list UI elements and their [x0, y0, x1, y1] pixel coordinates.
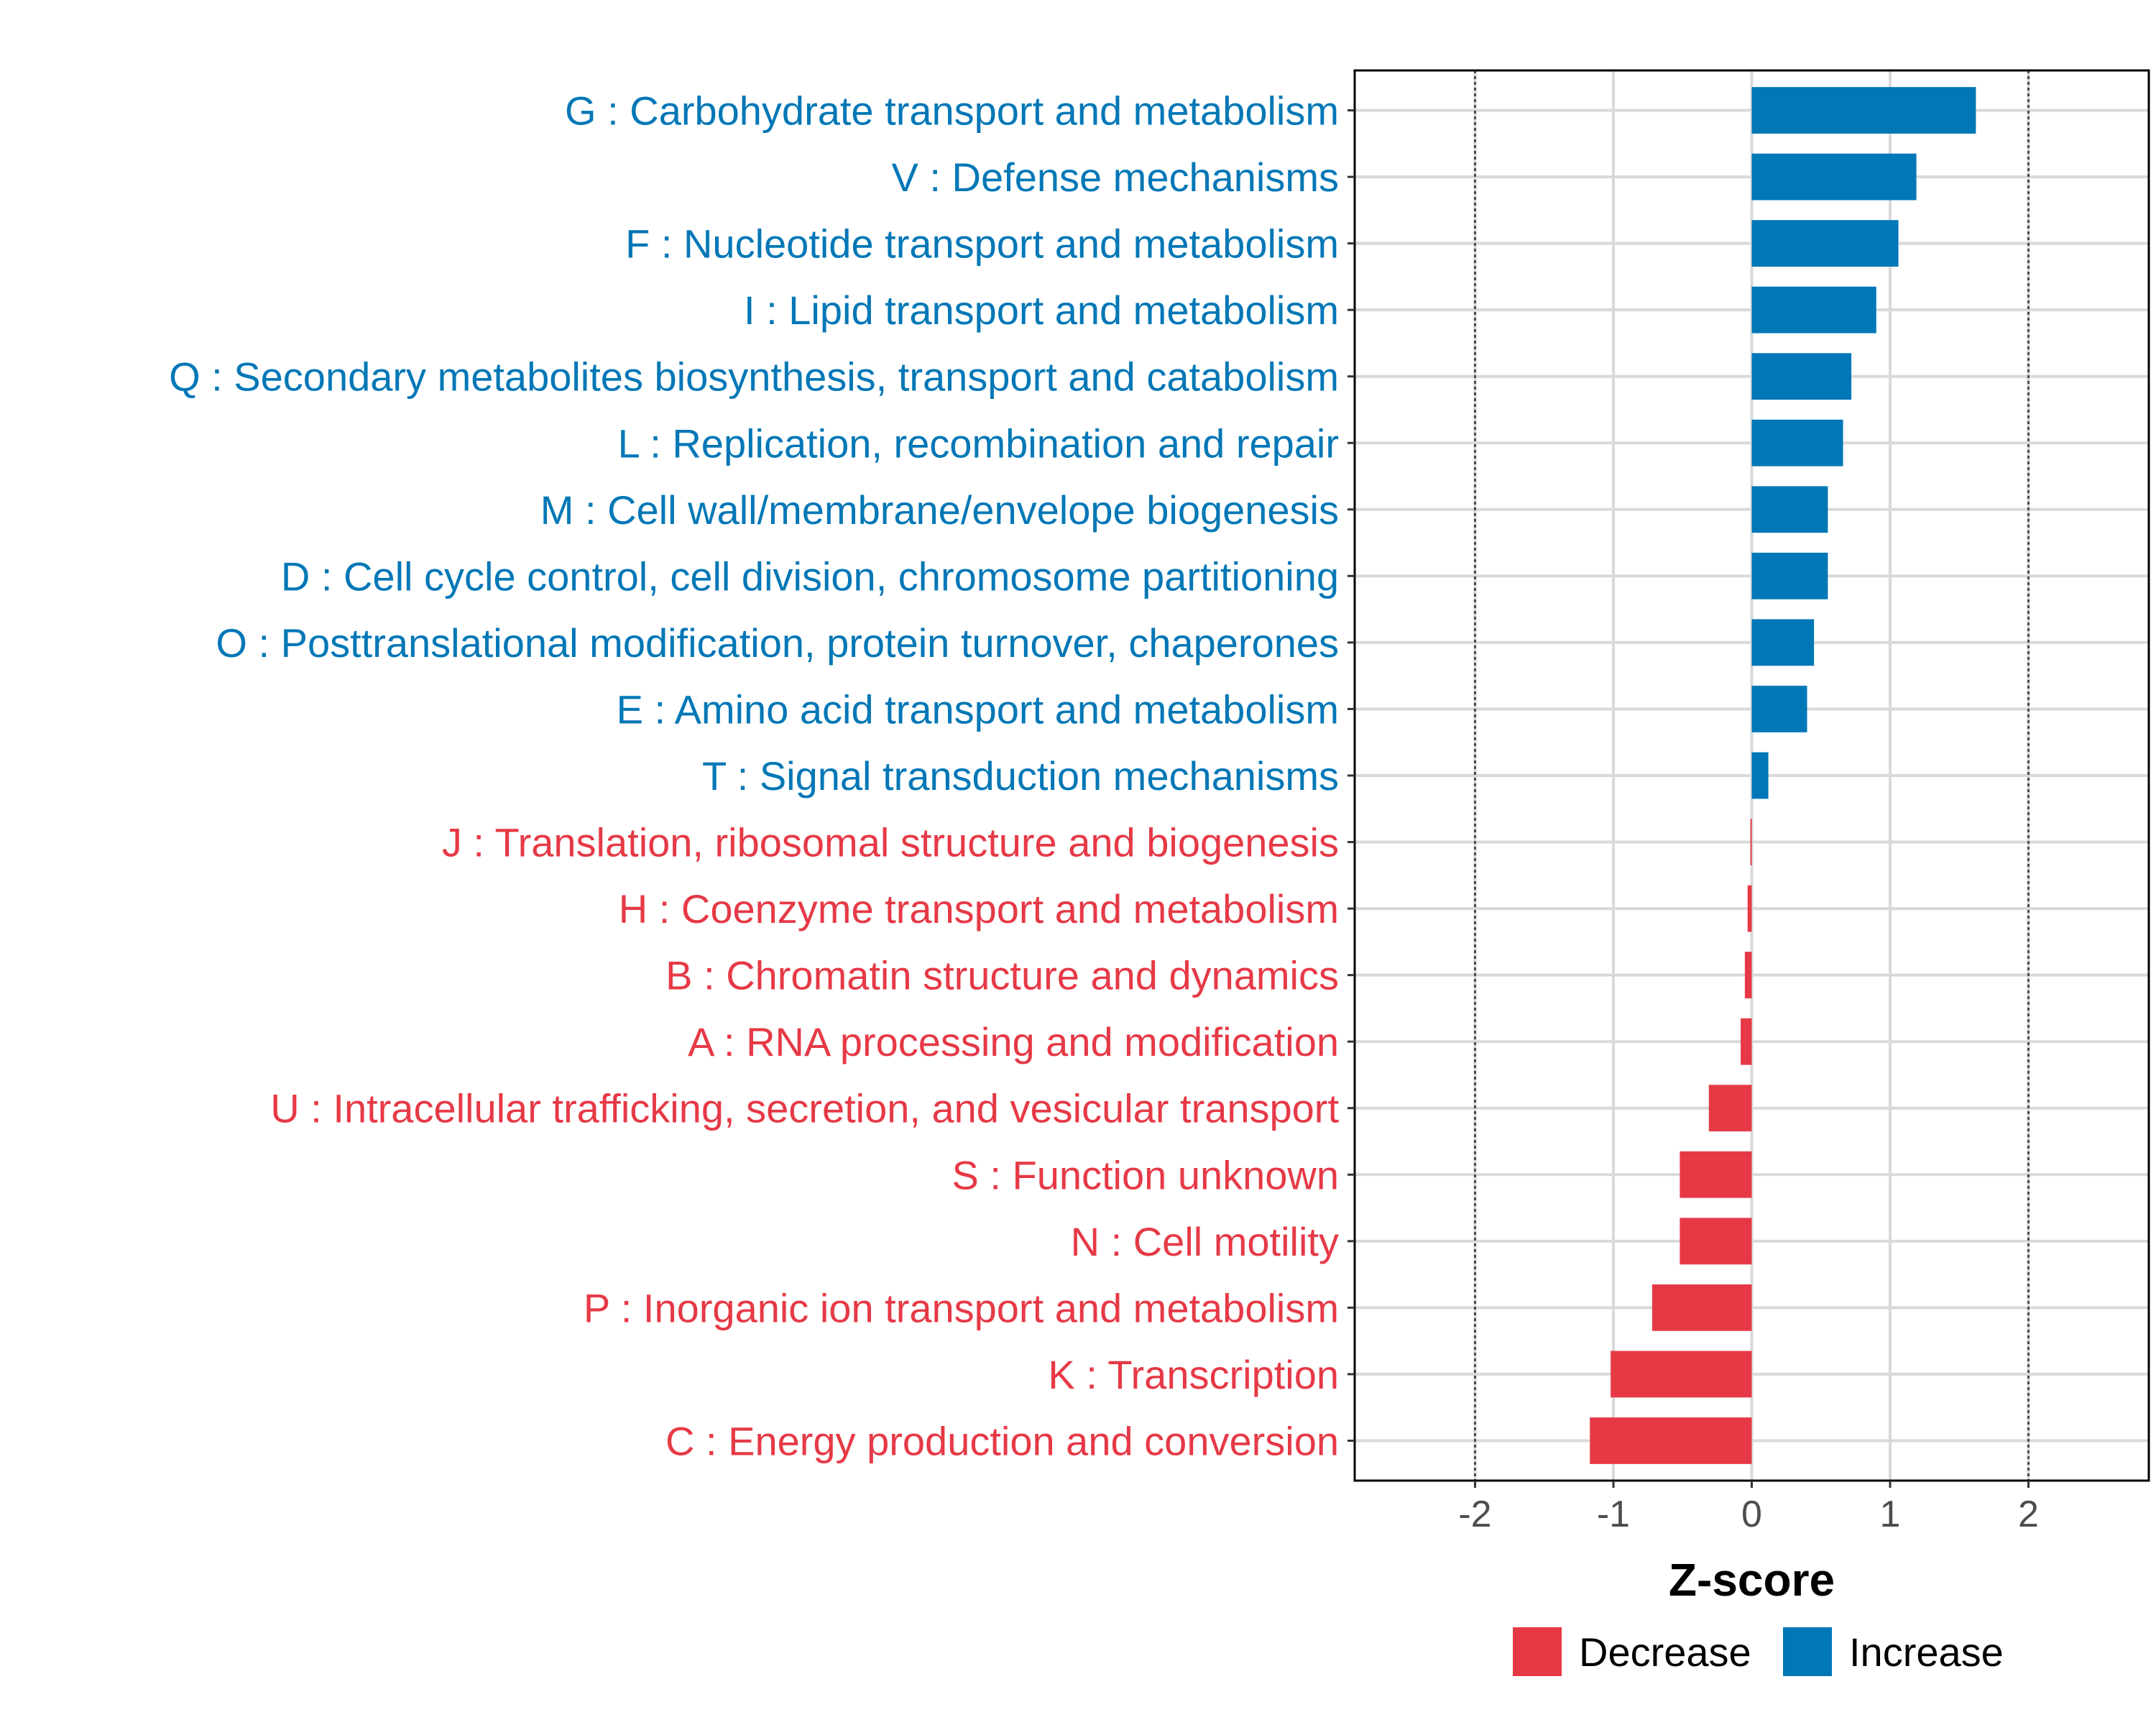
bar: [1751, 486, 1828, 533]
bar: [1590, 1417, 1752, 1464]
x-tick-label: 1: [1880, 1494, 1901, 1535]
y-tick-label: S : Function unknown: [952, 1152, 1339, 1197]
y-tick-label: L : Replication, recombination and repai…: [618, 420, 1339, 466]
y-tick-label: O : Posttranslational modification, prot…: [216, 620, 1339, 666]
y-tick-label: I : Lipid transport and metabolism: [744, 288, 1339, 333]
legend: Decrease Increase: [1513, 1627, 2004, 1676]
bar: [1680, 1218, 1752, 1265]
bar: [1751, 752, 1769, 799]
bar: [1751, 87, 1976, 134]
y-tick-label: M : Cell wall/membrane/envelope biogenes…: [540, 487, 1339, 533]
y-tick-label: P : Inorganic ion transport and metaboli…: [584, 1285, 1339, 1330]
reference-lines: [1473, 70, 2030, 1481]
bar: [1747, 885, 1752, 932]
y-tick-label: F : Nucleotide transport and metabolism: [625, 221, 1339, 267]
bar: [1751, 286, 1876, 334]
bar: [1751, 353, 1852, 400]
x-tick-label: -1: [1597, 1494, 1630, 1535]
y-tick-label: B : Chromatin structure and dynamics: [665, 953, 1339, 998]
x-axis-title: Z-score: [1669, 1554, 1835, 1606]
legend-label: Increase: [1849, 1629, 2004, 1675]
bar: [1651, 1284, 1752, 1331]
y-tick-label: V : Defense mechanisms: [892, 155, 1339, 200]
y-tick-label: U : Intracellular trafficking, secretion…: [270, 1086, 1339, 1131]
y-tick-label: H : Coenzyme transport and metabolism: [619, 886, 1339, 932]
bar: [1611, 1351, 1752, 1398]
y-tick-label: D : Cell cycle control, cell division, c…: [281, 553, 1339, 599]
legend-label: Decrease: [1579, 1629, 1751, 1675]
y-tick-label: N : Cell motility: [1071, 1219, 1339, 1264]
y-tick-label: G : Carbohydrate transport and metabolis…: [565, 88, 1339, 134]
x-tick-label: -2: [1458, 1494, 1491, 1535]
bar: [1751, 552, 1828, 599]
bar: [1708, 1085, 1752, 1132]
bar: [1751, 686, 1807, 732]
bar: [1751, 153, 1917, 201]
bar: [1751, 220, 1899, 267]
y-tick-label: J : Translation, ribosomal structure and…: [442, 820, 1339, 865]
legend-swatch: [1513, 1627, 1562, 1676]
bar: [1680, 1151, 1752, 1198]
bar: [1750, 819, 1752, 865]
bar: [1751, 419, 1843, 466]
y-tick-label: C : Energy production and conversion: [665, 1418, 1339, 1463]
x-tick-label: 2: [2018, 1494, 2039, 1535]
y-tick-label: E : Amino acid transport and metabolism: [617, 686, 1339, 732]
y-tick-label: K : Transcription: [1048, 1352, 1339, 1397]
bar: [1744, 952, 1752, 999]
legend-swatch: [1783, 1627, 1832, 1676]
x-tick-label: 0: [1741, 1494, 1762, 1535]
y-tick-label: A : RNA processing and modification: [688, 1019, 1339, 1064]
y-tick-label: T : Signal transduction mechanisms: [702, 753, 1339, 799]
y-axis: G : Carbohydrate transport and metabolis…: [169, 88, 1355, 1463]
bar: [1751, 619, 1815, 666]
y-tick-label: Q : Secondary metabolites biosynthesis, …: [169, 354, 1339, 400]
x-axis: -2 -1 0 1 2: [1458, 1481, 2039, 1535]
bar-series: [1590, 87, 1976, 1464]
bar: [1741, 1018, 1752, 1065]
